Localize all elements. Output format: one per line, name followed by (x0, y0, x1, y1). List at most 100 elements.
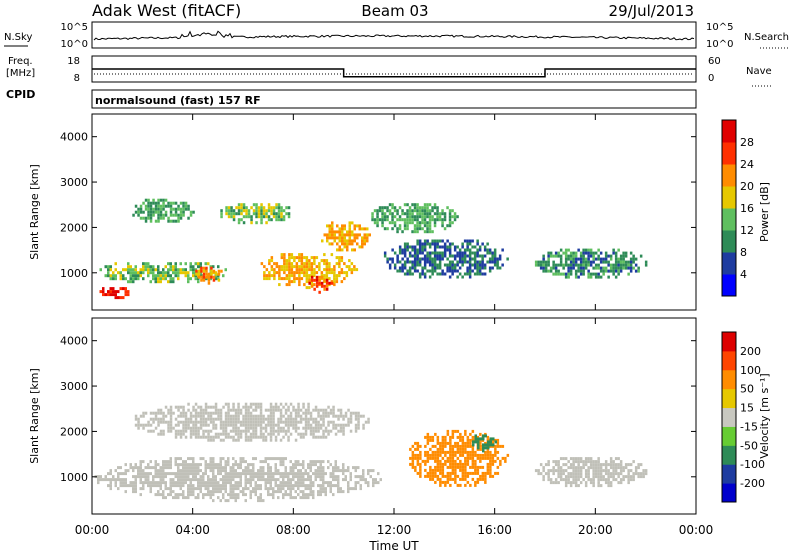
velocity-cell (159, 466, 162, 470)
velocity-cell (309, 466, 312, 470)
velocity-cell (199, 411, 203, 415)
velocity-cell (244, 417, 248, 421)
power-cell (456, 269, 459, 273)
cpid-value: normalsound (fast) 157 RF (95, 94, 261, 107)
power-cell (386, 206, 389, 210)
power-cell (275, 271, 279, 275)
velocity-cell (242, 460, 245, 464)
velocity-cell (237, 496, 240, 500)
velocity-cell (426, 441, 430, 445)
power-cell (552, 266, 555, 270)
power-cell (338, 262, 341, 266)
velocity-cell (134, 490, 137, 494)
power-colorbar-swatch (722, 208, 736, 231)
velocity-cell (592, 481, 595, 485)
power-cell (552, 263, 555, 267)
power-cell (298, 256, 301, 260)
power-cell (436, 257, 439, 261)
power-cell (129, 265, 132, 269)
power-cell (174, 268, 177, 272)
velocity-cell (287, 423, 290, 427)
velocity-cell (474, 480, 477, 484)
velocity-cell (337, 490, 340, 494)
power-cell (624, 260, 628, 264)
velocity-cell (557, 460, 560, 464)
power-cell (187, 280, 190, 284)
velocity-cell (439, 462, 442, 466)
power-cell (154, 204, 158, 208)
velocity-cell (451, 435, 455, 439)
power-cell (157, 268, 160, 272)
velocity-cell (169, 426, 173, 430)
velocity-cell (434, 474, 437, 478)
velocity-cell (319, 426, 323, 430)
velocity-cell (572, 469, 575, 473)
power-cell (179, 210, 183, 214)
velocity-cell (474, 440, 477, 444)
velocity-cell (294, 460, 297, 464)
power-cell (114, 277, 117, 281)
velocity-cell (172, 481, 175, 485)
velocity-cell (164, 460, 167, 464)
velocity-cell (292, 408, 295, 412)
velocity-cell (179, 429, 183, 433)
power-cell (149, 213, 153, 217)
power-cell (119, 271, 122, 275)
noise-sky-line (93, 30, 695, 41)
power-cell (572, 254, 575, 258)
power-cell (398, 227, 402, 231)
power-cell (453, 269, 457, 273)
power-cell (466, 248, 469, 252)
velocity-cell (209, 460, 212, 464)
velocity-cell (144, 423, 148, 427)
power-cell (303, 265, 306, 269)
velocity-cell (219, 408, 223, 412)
velocity-cell (599, 463, 603, 467)
velocity-cell (309, 490, 312, 494)
velocity-cell (299, 417, 303, 421)
velocity-cell (162, 490, 165, 494)
velocity-cell (441, 435, 445, 439)
velocity-cell (252, 469, 255, 473)
velocity-cell (187, 487, 190, 491)
velocity-cell (202, 408, 205, 412)
power-cell (343, 239, 346, 243)
power-cell (255, 203, 258, 207)
velocity-cell (197, 496, 200, 500)
velocity-cell (262, 414, 265, 418)
velocity-cell (257, 487, 260, 491)
power-cell (325, 281, 329, 285)
velocity-cell (219, 411, 223, 415)
velocity-cell (294, 472, 297, 476)
power-cell (579, 251, 583, 255)
velocity-cell (244, 426, 248, 430)
velocity-cell (312, 496, 315, 500)
velocity-cell (627, 463, 630, 467)
power-cell (443, 227, 447, 231)
velocity-cell (597, 466, 600, 470)
velocity-cell (416, 471, 420, 475)
velocity-cell (204, 484, 207, 488)
power-cell (478, 260, 482, 264)
power-cell (162, 216, 165, 220)
velocity-cell (302, 481, 305, 485)
velocity-cell (177, 481, 180, 485)
power-cell (416, 203, 419, 207)
velocity-cell (459, 462, 462, 466)
velocity-cell (614, 472, 618, 476)
velocity-cell (334, 423, 338, 427)
power-cell (167, 204, 170, 208)
power-cell (506, 257, 509, 261)
velocity-cell (244, 408, 248, 412)
velocity-cell (184, 469, 187, 473)
power-cell (137, 210, 140, 214)
velocity-cell (459, 453, 462, 457)
power-cell (137, 271, 140, 275)
velocity-cell (277, 405, 280, 409)
power-cell (433, 224, 437, 228)
power-cell (310, 271, 314, 275)
velocity-cell (154, 426, 158, 430)
power-cell (350, 271, 354, 275)
velocity-cell (154, 411, 158, 415)
